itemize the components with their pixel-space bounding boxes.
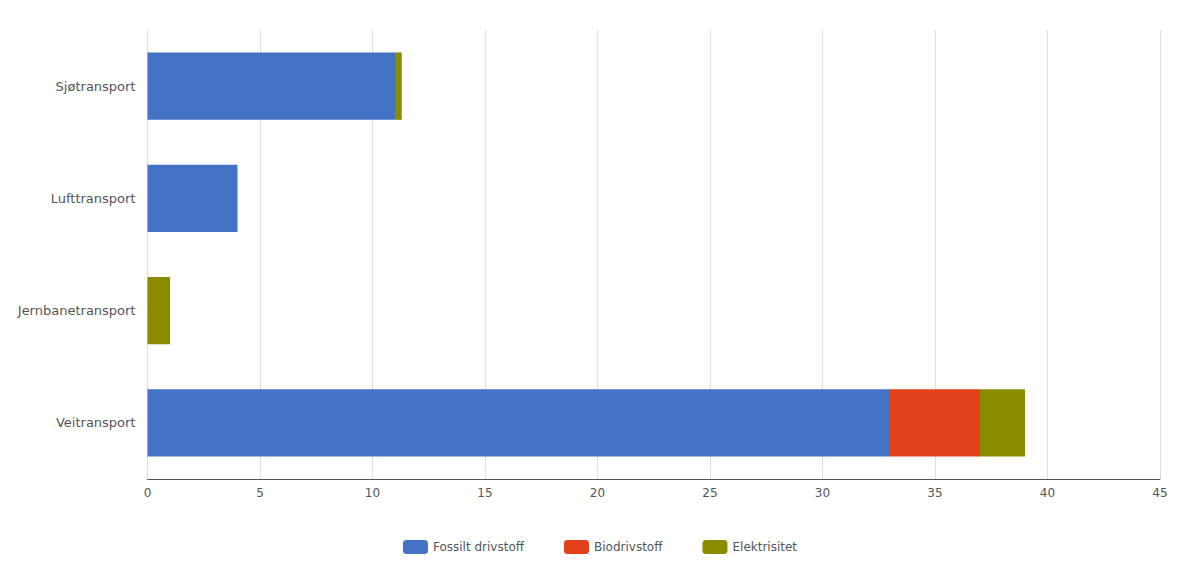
svg-text:0: 0	[144, 486, 152, 500]
svg-text:Veitransport: Veitransport	[56, 415, 136, 430]
svg-text:Jernbanetransport: Jernbanetransport	[17, 303, 136, 318]
svg-text:20: 20	[590, 486, 605, 500]
svg-text:15: 15	[477, 486, 492, 500]
svg-text:45: 45	[1152, 486, 1167, 500]
svg-text:Fossilt drivstoff: Fossilt drivstoff	[433, 540, 525, 554]
svg-text:Elektrisitet: Elektrisitet	[732, 540, 797, 554]
svg-text:25: 25	[702, 486, 717, 500]
svg-text:Lufttransport: Lufttransport	[51, 191, 136, 206]
svg-text:30: 30	[815, 486, 830, 500]
svg-text:40: 40	[1040, 486, 1055, 500]
svg-text:10: 10	[365, 486, 380, 500]
svg-text:Biodrivstoff: Biodrivstoff	[594, 540, 663, 554]
svg-text:Sjøtransport: Sjøtransport	[56, 79, 136, 94]
svg-text:5: 5	[256, 486, 264, 500]
svg-text:35: 35	[927, 486, 942, 500]
